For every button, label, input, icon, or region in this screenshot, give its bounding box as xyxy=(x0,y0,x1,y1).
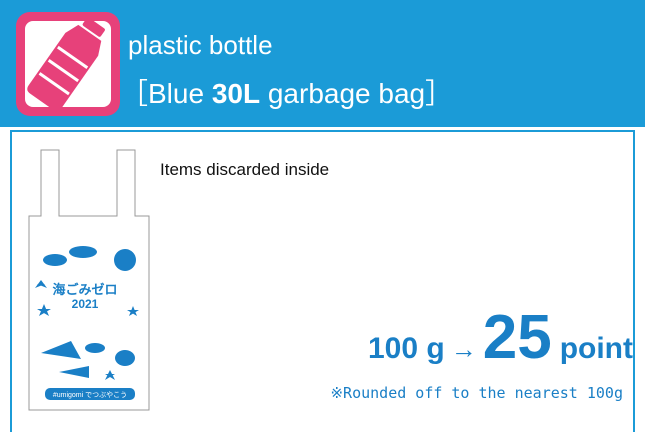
arrow: → xyxy=(451,334,477,365)
subtitle: ［Blue 30L garbage bag］ xyxy=(120,72,453,112)
bag-slogan: 海ごみゼロ xyxy=(52,282,117,297)
bag-hashtag: #umigomi でつぶやこう xyxy=(53,391,127,399)
subtitle-rest: garbage bag］ xyxy=(260,78,453,109)
bag-year: 2021 xyxy=(72,297,99,311)
points: 25 xyxy=(483,302,552,373)
bottle-icon xyxy=(16,12,120,116)
caption: Items discarded inside xyxy=(160,160,329,180)
bag-illustration: 海ごみゼロ 2021 #umigomi でつぶやこう xyxy=(25,148,153,413)
header: plastic bottle ［Blue 30L garbage bag］ xyxy=(0,0,645,127)
note: ※Rounded off to the nearest 100g xyxy=(330,384,623,402)
subtitle-bold: 30L xyxy=(212,78,260,109)
subtitle-open: ［Blue xyxy=(120,78,212,109)
conversion: 100 g → 25 point xyxy=(368,302,633,373)
page: plastic bottle ［Blue 30L garbage bag］ 海ご… xyxy=(0,0,645,425)
points-unit: point xyxy=(560,332,633,366)
weight: 100 g xyxy=(368,332,445,366)
title: plastic bottle xyxy=(128,30,273,61)
